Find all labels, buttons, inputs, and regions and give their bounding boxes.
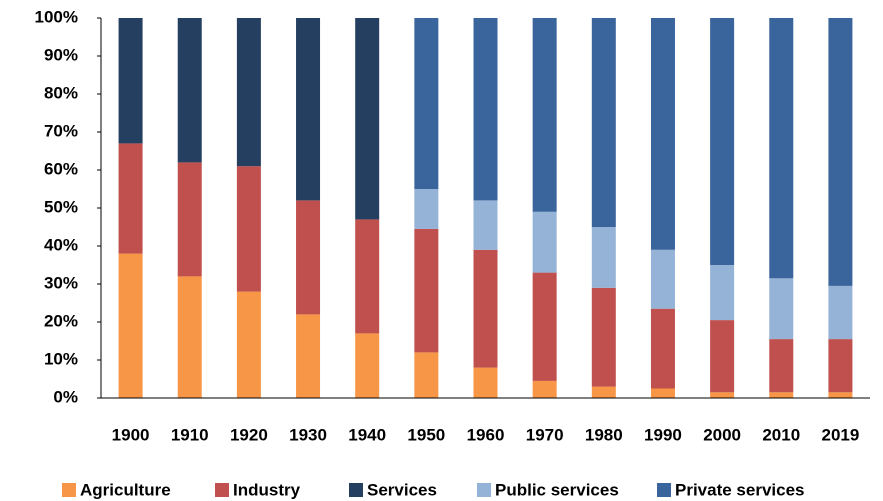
bar-segment — [473, 200, 498, 250]
x-tick-label: 1920 — [230, 425, 268, 444]
x-tick-label: 1950 — [407, 425, 445, 444]
bar-segment — [532, 18, 557, 212]
bar-segment — [355, 18, 380, 220]
bar-segment — [414, 189, 439, 229]
x-tick-label: 1900 — [112, 425, 150, 444]
y-tick-label: 20% — [44, 311, 78, 330]
legend-label: Industry — [233, 480, 301, 499]
legend-label: Services — [367, 480, 437, 499]
bar-segment — [473, 367, 498, 398]
bar-segment — [650, 308, 675, 389]
bar-segment — [591, 287, 616, 387]
y-tick-label: 70% — [44, 121, 78, 140]
bar-segment — [828, 285, 853, 340]
bar-segment — [473, 18, 498, 201]
bar-segment — [177, 276, 202, 398]
bar-segment — [414, 18, 439, 189]
bar-segment — [591, 227, 616, 288]
legend-swatch — [215, 483, 229, 497]
bar-segment — [296, 18, 321, 201]
bar-segment — [414, 352, 439, 398]
bar-segment — [769, 392, 794, 398]
legend-swatch — [349, 483, 363, 497]
bar-segment — [236, 166, 261, 292]
y-tick-label: 60% — [44, 159, 78, 178]
x-tick-label: 1940 — [348, 425, 386, 444]
legend-swatch — [477, 483, 491, 497]
bar-segment — [532, 211, 557, 273]
bar-segment — [710, 392, 735, 398]
y-tick-label: 90% — [44, 45, 78, 64]
bar-segment — [532, 380, 557, 398]
bar-segment — [355, 333, 380, 398]
x-tick-label: 1960 — [467, 425, 505, 444]
bar-segment — [355, 219, 380, 334]
legend-swatch — [657, 483, 671, 497]
x-tick-label: 1930 — [289, 425, 327, 444]
x-tick-label: 2019 — [822, 425, 860, 444]
bar-segment — [650, 388, 675, 398]
x-tick-label: 2000 — [703, 425, 741, 444]
x-tick-label: 1910 — [171, 425, 209, 444]
y-tick-label: 100% — [35, 7, 78, 26]
bar-segment — [650, 249, 675, 309]
bar-segment — [236, 291, 261, 398]
bar-segment — [591, 386, 616, 398]
bar-segment — [177, 18, 202, 163]
bar-segment — [591, 18, 616, 227]
bar-segment — [769, 278, 794, 340]
bar-segment — [118, 143, 143, 254]
bar-segment — [236, 18, 261, 167]
y-tick-label: 30% — [44, 273, 78, 292]
bar-segment — [710, 320, 735, 393]
legend-label: Agriculture — [80, 480, 171, 499]
y-tick-label: 40% — [44, 235, 78, 254]
y-tick-label: 0% — [53, 387, 78, 406]
bar-segment — [828, 392, 853, 398]
x-tick-label: 1990 — [644, 425, 682, 444]
bar-segment — [650, 18, 675, 250]
x-tick-label: 1970 — [526, 425, 564, 444]
bar-segment — [710, 18, 735, 265]
bar-segment — [710, 265, 735, 321]
bar-segment — [473, 249, 498, 368]
legend-label: Private services — [675, 480, 805, 499]
y-tick-label: 10% — [44, 349, 78, 368]
bar-segment — [769, 339, 794, 393]
bar-segment — [118, 18, 143, 144]
bar-segment — [414, 228, 439, 353]
bar-segment — [118, 253, 143, 398]
bar-segment — [532, 272, 557, 381]
x-tick-label: 2010 — [762, 425, 800, 444]
bar-segment — [177, 162, 202, 277]
legend-swatch — [62, 483, 76, 497]
bar-segment — [296, 314, 321, 398]
bar-segment — [296, 200, 321, 315]
bar-segment — [828, 339, 853, 393]
bar-segment — [828, 18, 853, 286]
bar-segment — [769, 18, 794, 279]
y-tick-label: 80% — [44, 83, 78, 102]
y-tick-label: 50% — [44, 197, 78, 216]
x-tick-label: 1980 — [585, 425, 623, 444]
legend-label: Public services — [495, 480, 619, 499]
